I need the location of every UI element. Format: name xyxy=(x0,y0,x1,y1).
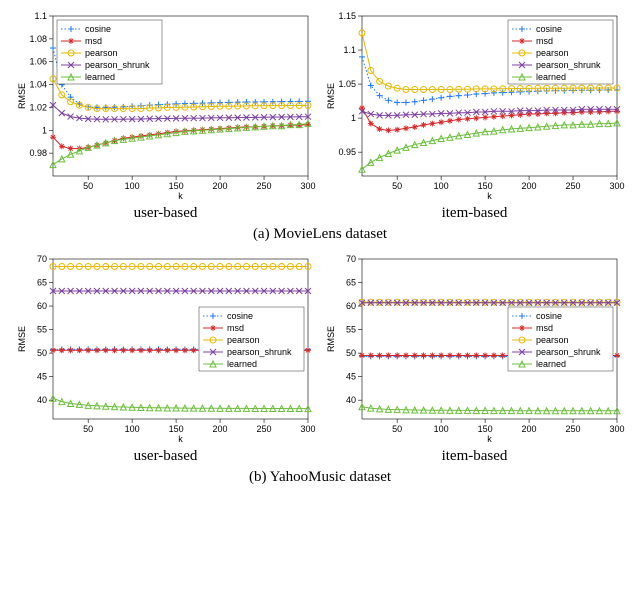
svg-text:55: 55 xyxy=(37,325,47,335)
svg-text:100: 100 xyxy=(125,181,140,191)
chart-panel: 50 100 150 200 250 300 0.95 1 1.05 1.1 1.15 k RMSE co… xyxy=(322,8,627,203)
svg-text:250: 250 xyxy=(257,424,272,434)
svg-text:300: 300 xyxy=(609,424,624,434)
svg-text:60: 60 xyxy=(37,301,47,311)
series-learned xyxy=(53,398,308,408)
svg-text:50: 50 xyxy=(37,348,47,358)
legend-label-msd: msd xyxy=(536,323,553,333)
x-axis-label: k xyxy=(178,434,183,444)
svg-text:50: 50 xyxy=(83,181,93,191)
svg-text:0.95: 0.95 xyxy=(338,147,356,157)
legend-label-learned: learned xyxy=(536,359,566,369)
x-axis-label: k xyxy=(487,191,492,201)
legend-label-msd: msd xyxy=(227,323,244,333)
panel-1-0: 50 100 150 200 250 300 40 45 50 55 60 65 70 k RMSE cosi… xyxy=(13,251,318,465)
x-axis-label: k xyxy=(487,434,492,444)
panel-0-1: 50 100 150 200 250 300 0.95 1 1.05 1.1 1.15 k RMSE co… xyxy=(322,8,627,222)
chart-panel: 50 100 150 200 250 300 0.98 1 1.02 1.04 1.06 1.08 1.… xyxy=(13,8,318,203)
y-axis-label: RMSE xyxy=(17,83,27,109)
series-learned xyxy=(362,407,617,411)
legend-label-pearson_shrunk: pearson_shrunk xyxy=(227,347,292,357)
svg-text:150: 150 xyxy=(169,181,184,191)
panel-0-0: 50 100 150 200 250 300 0.98 1 1.02 1.04 1.06 1.08 1.… xyxy=(13,8,318,222)
legend-label-msd: msd xyxy=(536,36,553,46)
x-axis-label: k xyxy=(178,191,183,201)
svg-text:100: 100 xyxy=(125,424,140,434)
svg-text:50: 50 xyxy=(83,424,93,434)
panel-1-1: 50 100 150 200 250 300 40 45 50 55 60 65 70 k RMSE cosi… xyxy=(322,251,627,465)
panel-subtitle: item-based xyxy=(442,448,508,465)
svg-text:1.15: 1.15 xyxy=(338,11,356,21)
chart-panel: 50 100 150 200 250 300 40 45 50 55 60 65 70 k RMSE cosi… xyxy=(13,251,318,446)
svg-text:250: 250 xyxy=(566,181,581,191)
svg-text:1.1: 1.1 xyxy=(34,11,47,21)
figure-row-0: 501001502002503000.9811.021.041.061.081.… xyxy=(8,8,632,222)
svg-text:100: 100 xyxy=(434,181,449,191)
series-learned xyxy=(362,123,617,169)
legend-label-cosine: cosine xyxy=(85,24,111,34)
svg-text:50: 50 xyxy=(392,181,402,191)
svg-text:200: 200 xyxy=(213,424,228,434)
series-learned xyxy=(53,123,308,164)
svg-text:1.1: 1.1 xyxy=(343,45,356,55)
svg-text:50: 50 xyxy=(346,348,356,358)
svg-text:60: 60 xyxy=(346,301,356,311)
legend-label-learned: learned xyxy=(227,359,257,369)
legend-label-cosine: cosine xyxy=(227,311,253,321)
svg-text:200: 200 xyxy=(522,181,537,191)
legend-label-pearson_shrunk: pearson_shrunk xyxy=(536,60,601,70)
svg-text:250: 250 xyxy=(566,424,581,434)
svg-text:40: 40 xyxy=(346,395,356,405)
legend-label-pearson_shrunk: pearson_shrunk xyxy=(85,60,150,70)
svg-text:250: 250 xyxy=(257,181,272,191)
legend-label-pearson: pearson xyxy=(85,48,118,58)
svg-text:70: 70 xyxy=(346,254,356,264)
svg-text:1: 1 xyxy=(351,113,356,123)
svg-text:0.98: 0.98 xyxy=(29,148,47,158)
svg-text:150: 150 xyxy=(169,424,184,434)
legend-label-pearson_shrunk: pearson_shrunk xyxy=(536,347,601,357)
svg-text:1.04: 1.04 xyxy=(29,80,47,90)
chart-panel: 50 100 150 200 250 300 40 45 50 55 60 65 70 k RMSE cosi… xyxy=(322,251,627,446)
svg-text:200: 200 xyxy=(522,424,537,434)
svg-text:1.08: 1.08 xyxy=(29,34,47,44)
svg-text:300: 300 xyxy=(300,181,315,191)
svg-text:1: 1 xyxy=(42,125,47,135)
panel-subtitle: user-based xyxy=(134,205,198,222)
figure-row-1: 50 100 150 200 250 300 40 45 50 55 60 65 70 k RMSE cosi… xyxy=(8,251,632,465)
svg-text:300: 300 xyxy=(300,424,315,434)
legend-label-pearson: pearson xyxy=(536,335,569,345)
legend-label-pearson: pearson xyxy=(227,335,260,345)
svg-text:150: 150 xyxy=(478,181,493,191)
svg-text:100: 100 xyxy=(434,424,449,434)
legend-label-msd: msd xyxy=(85,36,102,46)
svg-text:1.06: 1.06 xyxy=(29,57,47,67)
svg-text:65: 65 xyxy=(37,278,47,288)
legend-label-learned: learned xyxy=(85,72,115,82)
svg-text:1.02: 1.02 xyxy=(29,102,47,112)
svg-text:1.05: 1.05 xyxy=(338,79,356,89)
svg-text:65: 65 xyxy=(346,278,356,288)
panel-subtitle: item-based xyxy=(442,205,508,222)
svg-text:300: 300 xyxy=(609,181,624,191)
row-caption-0: (a) MovieLens dataset xyxy=(8,226,632,243)
legend-label-cosine: cosine xyxy=(536,24,562,34)
svg-text:50: 50 xyxy=(392,424,402,434)
legend-label-learned: learned xyxy=(536,72,566,82)
y-axis-label: RMSE xyxy=(326,83,336,109)
panel-subtitle: user-based xyxy=(134,448,198,465)
svg-text:150: 150 xyxy=(478,424,493,434)
svg-text:45: 45 xyxy=(37,372,47,382)
y-axis-label: RMSE xyxy=(17,326,27,352)
svg-text:45: 45 xyxy=(346,372,356,382)
svg-text:40: 40 xyxy=(37,395,47,405)
svg-text:55: 55 xyxy=(346,325,356,335)
legend-label-cosine: cosine xyxy=(536,311,562,321)
row-caption-1: (b) YahooMusic dataset xyxy=(8,469,632,486)
svg-text:200: 200 xyxy=(213,181,228,191)
legend-label-pearson: pearson xyxy=(536,48,569,58)
svg-text:70: 70 xyxy=(37,254,47,264)
y-axis-label: RMSE xyxy=(326,326,336,352)
